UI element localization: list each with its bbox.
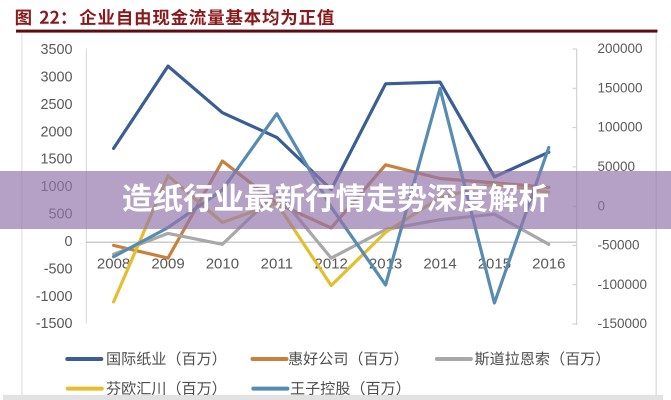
svg-text:2014: 2014 xyxy=(423,256,456,273)
svg-text:-100000: -100000 xyxy=(598,277,648,292)
svg-text:2010: 2010 xyxy=(206,256,239,273)
svg-text:-1500: -1500 xyxy=(36,316,73,332)
svg-text:-150000: -150000 xyxy=(598,316,648,331)
svg-text:3500: 3500 xyxy=(40,42,72,58)
svg-text:-1000: -1000 xyxy=(36,289,73,305)
svg-text:150000: 150000 xyxy=(598,80,643,95)
svg-text:2500: 2500 xyxy=(40,97,72,113)
svg-text:2012: 2012 xyxy=(315,256,348,273)
svg-text:-50000: -50000 xyxy=(598,238,640,253)
svg-text:0: 0 xyxy=(64,234,72,250)
svg-text:1500: 1500 xyxy=(40,152,72,168)
svg-text:2000: 2000 xyxy=(40,124,72,140)
svg-text:3000: 3000 xyxy=(40,69,72,85)
svg-text:50000: 50000 xyxy=(598,159,636,174)
svg-text:-500: -500 xyxy=(44,261,73,277)
svg-text:100000: 100000 xyxy=(598,120,643,135)
svg-text:2016: 2016 xyxy=(532,256,565,273)
svg-text:2008: 2008 xyxy=(97,256,130,273)
svg-text:2009: 2009 xyxy=(151,256,184,273)
svg-text:2011: 2011 xyxy=(261,256,293,273)
svg-text:200000: 200000 xyxy=(598,41,643,56)
